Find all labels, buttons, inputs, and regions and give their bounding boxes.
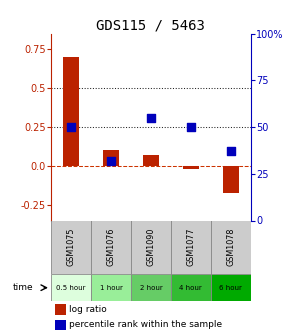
Bar: [51, 274, 91, 301]
Bar: [223, 166, 239, 193]
Bar: [91, 274, 131, 301]
Text: log ratio: log ratio: [69, 305, 107, 314]
Bar: [131, 220, 171, 274]
Bar: [91, 220, 131, 274]
Bar: [51, 220, 91, 274]
Text: 2 hour: 2 hour: [139, 285, 162, 291]
Text: 6 hour: 6 hour: [219, 285, 242, 291]
Point: [188, 124, 193, 130]
Title: GDS115 / 5463: GDS115 / 5463: [96, 18, 205, 33]
Bar: [171, 220, 211, 274]
Bar: [131, 274, 171, 301]
Text: GSM1076: GSM1076: [107, 228, 115, 266]
Text: 0.5 hour: 0.5 hour: [57, 285, 86, 291]
Bar: [55, 304, 66, 314]
Text: GSM1077: GSM1077: [186, 228, 195, 266]
Bar: [63, 57, 79, 166]
Bar: [55, 320, 66, 330]
Point: [149, 115, 153, 120]
Point: [228, 149, 233, 154]
Bar: [183, 166, 199, 169]
Point: [109, 158, 113, 163]
Text: 4 hour: 4 hour: [179, 285, 202, 291]
Bar: [143, 155, 159, 166]
Point: [69, 124, 74, 130]
Bar: [103, 151, 119, 166]
Text: percentile rank within the sample: percentile rank within the sample: [69, 320, 222, 329]
Bar: [211, 274, 251, 301]
Text: 1 hour: 1 hour: [100, 285, 122, 291]
Text: GSM1075: GSM1075: [67, 228, 76, 266]
Bar: [211, 220, 251, 274]
Text: GSM1090: GSM1090: [146, 228, 155, 266]
Bar: [171, 274, 211, 301]
Text: GSM1078: GSM1078: [226, 228, 235, 266]
Text: time: time: [13, 283, 33, 292]
